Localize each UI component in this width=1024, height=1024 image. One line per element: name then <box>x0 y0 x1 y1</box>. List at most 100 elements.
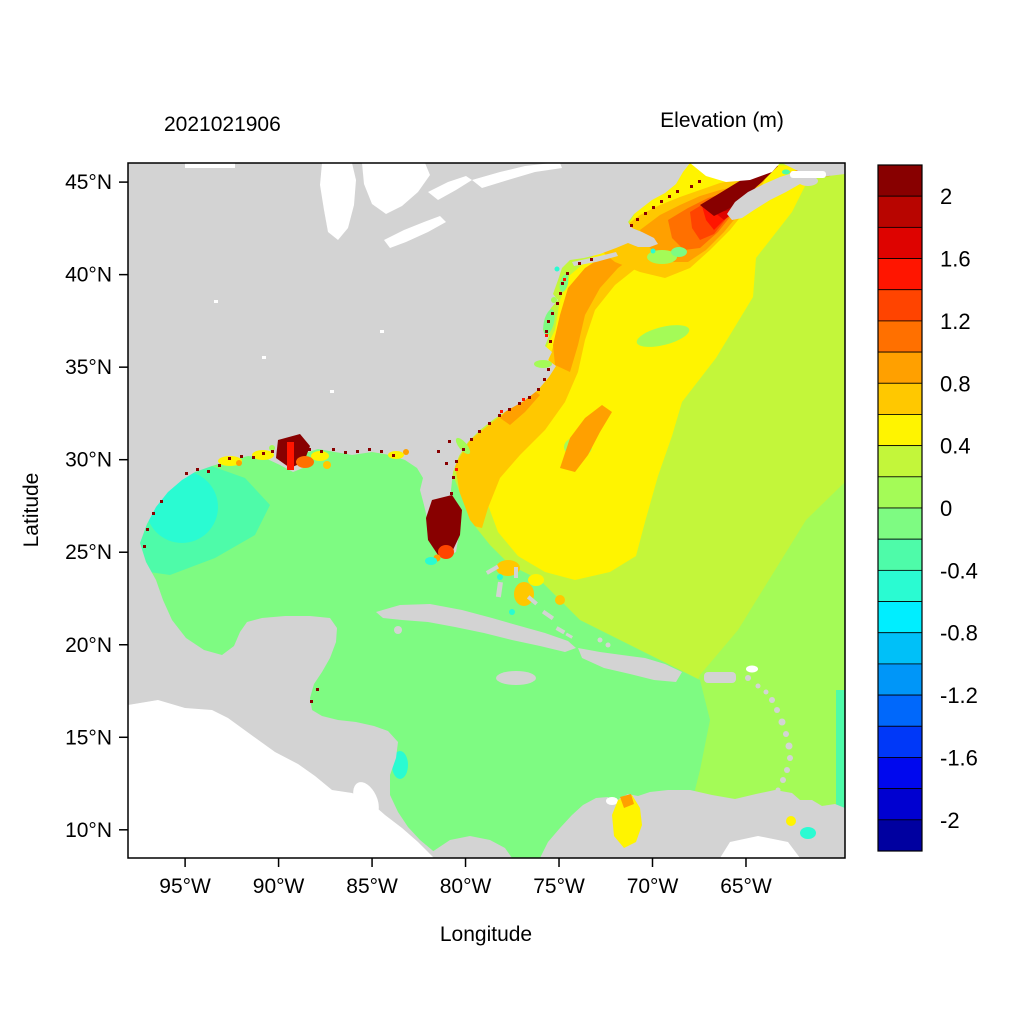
x-tick-label: 75°W <box>533 875 585 898</box>
coastal-high-speckle <box>392 454 395 457</box>
region-pamlico-green <box>534 360 552 368</box>
x-axis: 95°W 90°W 85°W 80°W 75°W 70°W 65°W <box>159 858 772 898</box>
region-dot <box>236 460 242 466</box>
colorbar-segment <box>877 569 923 602</box>
region-dot <box>497 574 503 580</box>
region-atlantic-se-green <box>672 482 845 845</box>
coastal-high-speckle <box>290 462 293 465</box>
y-tick-label: 10°N <box>65 819 112 842</box>
region-coastal-amber-band <box>455 250 640 528</box>
map-border <box>127 162 846 859</box>
region-nantucket-green <box>647 250 677 264</box>
coastal-high-speckle <box>356 450 359 453</box>
region-maracaibo-orange <box>620 794 634 808</box>
coastal-high-speckles <box>143 180 701 703</box>
coastal-high-speckle <box>498 414 501 417</box>
coastal-high-speckle <box>240 455 243 458</box>
coastal-high-speckle <box>547 368 550 371</box>
x-tick-label: 95°W <box>159 875 211 898</box>
coastal-high-speckle <box>660 200 663 203</box>
coastal-high-speckle <box>448 440 451 443</box>
coastal-high-speckle <box>551 312 554 315</box>
white-patch <box>790 171 826 178</box>
coastal-high-speckle <box>228 457 231 460</box>
coastal-high-speckle <box>185 472 188 475</box>
colorbar-frame <box>877 164 923 852</box>
x-axis-label: Longitude <box>440 923 532 946</box>
coastal-high-speckle <box>450 492 453 495</box>
coastal-high-speckle <box>332 448 335 451</box>
map-panel <box>128 163 845 858</box>
land-nova-scotia <box>727 170 814 220</box>
region-dot <box>554 266 560 272</box>
colorbar-tick-label: -0.4 <box>940 558 978 583</box>
coastal-high-speckle <box>452 476 455 479</box>
region-delta-orange <box>296 456 314 468</box>
colorbar-segment <box>877 819 923 852</box>
st-lawrence-river <box>472 163 562 188</box>
x-tick-label: 90°W <box>253 875 305 898</box>
colorbar-tick-label: 0.4 <box>940 434 971 459</box>
gulf-of-st-lawrence <box>690 163 780 182</box>
coastal-high-speckle <box>218 464 221 467</box>
coastal-high-speckle <box>462 448 465 451</box>
coastal-high-speckle <box>522 398 525 401</box>
x-tick-label: 65°W <box>720 875 772 898</box>
coastal-high-speckle <box>547 320 550 323</box>
region-georgia-green <box>455 437 471 455</box>
region-everglades-maroon <box>426 495 462 555</box>
colorbar-segment <box>877 289 923 322</box>
coastal-high-speckle <box>549 340 552 343</box>
colorbar: 2 1.6 1.2 0.8 0.4 0 -0.4 -0.8 -1.2 -1.6 -2 <box>877 164 978 852</box>
pacific-outside-domain <box>128 700 434 858</box>
land-isle-of-youth <box>394 626 402 634</box>
coastal-high-speckle <box>152 512 155 515</box>
region-fundy-maroon <box>700 164 778 216</box>
y-tick-label: 15°N <box>65 726 112 749</box>
region-dot <box>650 248 656 254</box>
land-cape-breton <box>798 176 818 186</box>
colorbar-segment <box>877 195 923 228</box>
coastal-high-speckle <box>528 396 531 399</box>
x-tick-label: 70°W <box>627 875 679 898</box>
coastal-high-speckle <box>380 450 383 453</box>
lake-superior-sliver <box>185 163 235 168</box>
colorbar-segment <box>877 725 923 758</box>
region-dot <box>782 169 790 175</box>
colorbar-segment <box>877 414 923 447</box>
colorbar-segment <box>877 320 923 353</box>
colorbar-tick-label: -1.2 <box>940 683 978 708</box>
region-bahamas-yellow <box>528 574 544 586</box>
coastal-high-speckle <box>676 190 679 193</box>
colorbar-tick-label: 2 <box>940 184 952 209</box>
coastal-high-speckle <box>455 468 458 471</box>
land-trinidad <box>794 812 816 826</box>
coastal-high-speckle <box>437 450 440 453</box>
coastal-high-speckle <box>543 378 546 381</box>
white-speck <box>380 330 384 333</box>
coastal-high-speckle <box>320 450 323 453</box>
colorbar-segment <box>877 538 923 571</box>
white-orinoco-gap <box>720 836 800 858</box>
y-tick-label: 35°N <box>65 356 112 379</box>
colorbar-segment <box>877 382 923 415</box>
region-paria-yellow <box>786 816 796 826</box>
coastal-high-speckle <box>146 528 149 531</box>
colorbar-segment <box>877 632 923 665</box>
region-bahamas-amber <box>514 582 534 606</box>
land-panama <box>432 836 512 858</box>
land-long-island <box>572 252 618 266</box>
coastal-high-speckle <box>488 422 491 425</box>
colorbar-segment <box>877 351 923 384</box>
x-tick-label: 85°W <box>346 875 398 898</box>
white-patch <box>746 665 758 673</box>
coastal-high-speckle <box>698 180 701 183</box>
coastal-high-speckle <box>271 450 274 453</box>
region-florida-tip-teal <box>425 557 437 565</box>
coastal-high-speckle <box>630 224 633 227</box>
colorbar-tick-label: 1.2 <box>940 309 971 334</box>
coastal-high-speckle <box>545 334 548 337</box>
land-north-america <box>128 163 690 858</box>
colorbar-segment <box>877 601 923 634</box>
coastal-high-speckle <box>478 430 481 433</box>
